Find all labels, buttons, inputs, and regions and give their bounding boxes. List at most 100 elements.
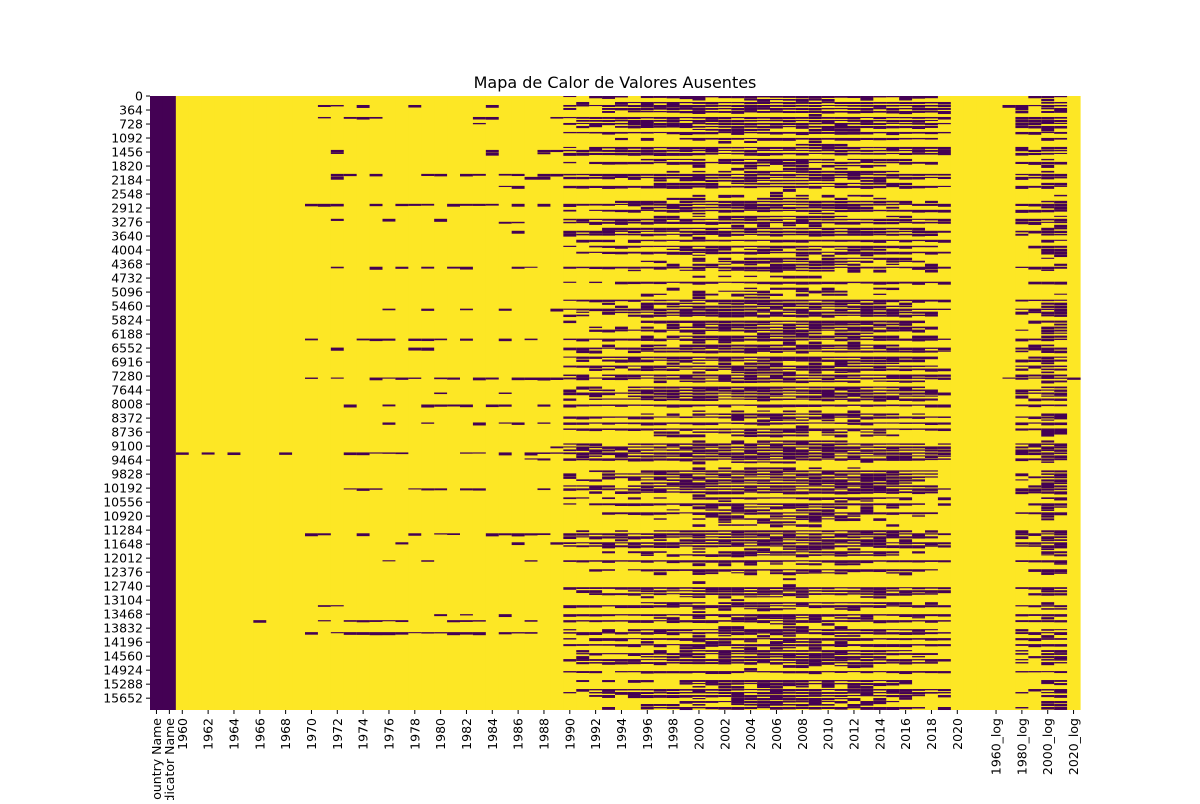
heatmap-cell-present bbox=[912, 365, 926, 367]
heatmap-cell-present bbox=[1041, 701, 1055, 704]
heatmap-cell-present bbox=[912, 131, 926, 134]
heatmap-cell-present bbox=[782, 623, 797, 626]
heatmap-cell-bg bbox=[253, 96, 267, 710]
heatmap-cell-present bbox=[330, 149, 345, 153]
heatmap-cell-present bbox=[757, 119, 771, 122]
heatmap-cell-present bbox=[1054, 125, 1068, 129]
heatmap-cell-present bbox=[821, 299, 836, 302]
heatmap-cell-present bbox=[679, 314, 694, 317]
heatmap-cell-present bbox=[757, 203, 771, 207]
heatmap-cell-bg bbox=[821, 96, 836, 710]
heatmap-column-1986 bbox=[511, 96, 526, 710]
heatmap-column-1999 bbox=[679, 96, 694, 711]
heatmap-cell-present bbox=[808, 551, 823, 554]
heatmap-cell-present bbox=[666, 470, 681, 473]
heatmap-cell-present bbox=[1041, 98, 1055, 102]
heatmap-cell-present bbox=[757, 653, 771, 656]
heatmap-cell-present bbox=[679, 101, 694, 104]
heatmap-cell-present bbox=[1054, 413, 1068, 417]
heatmap-cell-present bbox=[847, 593, 862, 595]
heatmap-cell-present bbox=[589, 386, 603, 389]
heatmap-cell-bg bbox=[434, 96, 448, 710]
heatmap-cell-present bbox=[718, 443, 732, 446]
heatmap-cell-present bbox=[770, 620, 784, 622]
heatmap-cell-present bbox=[718, 518, 732, 521]
heatmap-cell-present bbox=[782, 233, 797, 236]
heatmap-cell-present bbox=[937, 605, 952, 608]
heatmap-cell-present bbox=[1041, 659, 1055, 661]
heatmap-cell-present bbox=[873, 299, 887, 303]
heatmap-column-1967 bbox=[266, 96, 280, 710]
heatmap-cell-present bbox=[795, 311, 810, 314]
heatmap-cell-present bbox=[589, 389, 603, 391]
heatmap-cell-present bbox=[718, 686, 732, 689]
heatmap-cell-present bbox=[653, 260, 668, 264]
heatmap-cell-present bbox=[718, 266, 732, 269]
heatmap-cell-present bbox=[744, 551, 758, 555]
y-tick-label: 8008 bbox=[111, 397, 143, 412]
heatmap-cell-present bbox=[782, 608, 797, 610]
heatmap-cell-present bbox=[408, 203, 422, 206]
heatmap-cell-present bbox=[705, 542, 719, 545]
heatmap-cell-present bbox=[627, 638, 642, 640]
heatmap-cell-present bbox=[679, 395, 694, 398]
heatmap-cell-present bbox=[834, 230, 849, 233]
heatmap-cell-present bbox=[847, 371, 862, 373]
heatmap-cell-present bbox=[1054, 707, 1068, 710]
heatmap-cell-present bbox=[1054, 152, 1068, 155]
heatmap-cell-present bbox=[1054, 101, 1068, 104]
heatmap-cell-present bbox=[925, 632, 939, 635]
heatmap-cell-present bbox=[912, 512, 926, 515]
heatmap-cell-present bbox=[757, 233, 771, 236]
heatmap-cell-present bbox=[744, 632, 758, 635]
heatmap-cell-present bbox=[821, 137, 836, 140]
heatmap-cell-present bbox=[834, 485, 849, 489]
heatmap-cell-present bbox=[770, 701, 784, 704]
heatmap-cell-present bbox=[679, 185, 694, 189]
heatmap-cell-present bbox=[782, 587, 797, 590]
heatmap-cell-present bbox=[718, 560, 732, 563]
heatmap-cell-present bbox=[873, 185, 887, 189]
heatmap-cell-present bbox=[627, 125, 642, 129]
heatmap-column-1976 bbox=[382, 96, 397, 710]
heatmap-cell-present bbox=[912, 470, 926, 472]
heatmap-cell-present bbox=[602, 422, 616, 425]
heatmap-cell-present bbox=[576, 560, 590, 563]
heatmap-cell-present bbox=[1054, 590, 1068, 593]
heatmap-column-2009 bbox=[808, 96, 823, 710]
heatmap-cell-present bbox=[847, 707, 862, 709]
heatmap-cell-present bbox=[847, 488, 862, 492]
heatmap-cell-present bbox=[860, 203, 874, 206]
heatmap-cell-present bbox=[782, 503, 797, 507]
heatmap-cell-present bbox=[627, 458, 642, 462]
heatmap-cell-present bbox=[460, 614, 474, 616]
heatmap-cell-present bbox=[795, 131, 810, 136]
heatmap-cell-present bbox=[795, 458, 810, 461]
heatmap-cell-present bbox=[679, 248, 694, 251]
heatmap-cell-present bbox=[860, 221, 874, 224]
heatmap-cell-present bbox=[834, 533, 849, 537]
heatmap-cell-present bbox=[847, 347, 862, 350]
heatmap-cell-present bbox=[666, 206, 681, 209]
heatmap-cell-present bbox=[744, 434, 758, 438]
heatmap-cell-present bbox=[485, 404, 500, 408]
heatmap-cell-present bbox=[821, 446, 836, 450]
heatmap-cell-present bbox=[847, 161, 862, 164]
heatmap-cell-present bbox=[808, 413, 823, 416]
heatmap-cell-present bbox=[808, 101, 823, 104]
heatmap-cell-present bbox=[795, 392, 810, 394]
heatmap-cell-present bbox=[692, 296, 707, 299]
heatmap-cell-present bbox=[925, 458, 939, 461]
heatmap-cell-present bbox=[873, 428, 887, 431]
heatmap-cell-present bbox=[718, 635, 732, 637]
heatmap-cell-present bbox=[821, 293, 836, 296]
heatmap-cell-present bbox=[1028, 347, 1042, 351]
heatmap-column-2013 bbox=[860, 96, 874, 710]
heatmap-cell-present bbox=[1015, 479, 1029, 481]
heatmap-cell-present bbox=[744, 158, 758, 160]
y-tick-label: 14560 bbox=[103, 649, 143, 664]
heatmap-cell-present bbox=[808, 647, 823, 650]
heatmap-cell-present bbox=[563, 416, 577, 419]
heatmap-cell-present bbox=[1028, 374, 1042, 377]
heatmap-cell-present bbox=[705, 266, 719, 269]
